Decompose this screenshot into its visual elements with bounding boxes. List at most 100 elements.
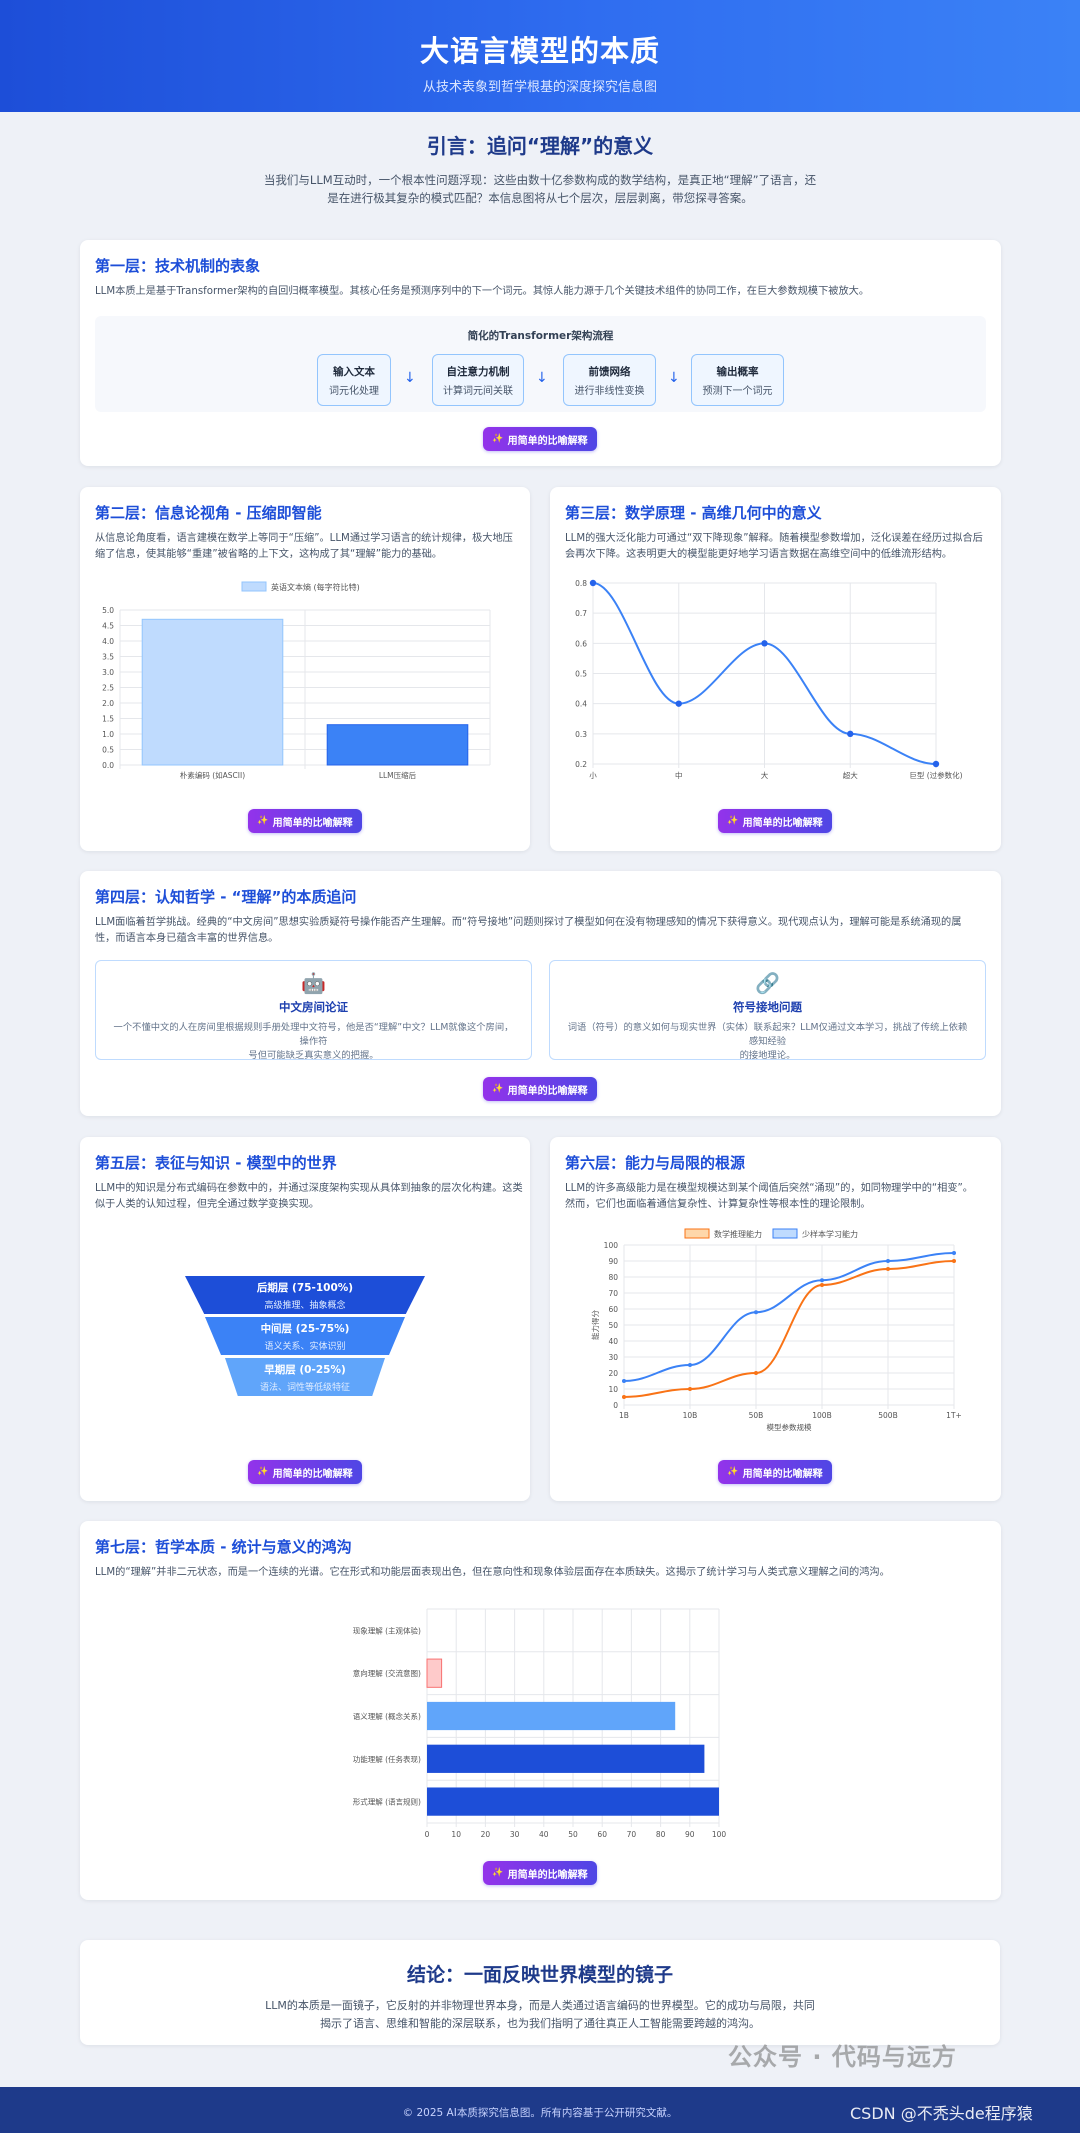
y-tick-label: 0.5 [102,746,114,755]
intro-title: 引言：追问“理解”的意义 [426,134,654,158]
flow-node-title: 输出概率 [716,365,759,378]
transformer-flow: 简化的Transformer架构流程 输入文本 词元化处理 ↓ 自注意力机制 计算词… [95,316,986,412]
data-point [688,1363,692,1367]
understanding-spectrum-chart: 0 10 20 30 40 50 60 70 80 90 100 现象理解 (主观体验) 意向理解 (交… [353,1608,726,1839]
flow-node-title: 自注意力机制 [446,365,510,378]
sparkle-icon: ✨ [492,1084,504,1094]
chinese-room-text: 一个不懂中文的人在房间里根据规则手册处理中文符号，他是否“理解”中文？LLM就像… [113,1022,514,1061]
y-tick-label: 30 [608,1353,618,1362]
layer3-title: 第三层：数学原理 - 高维几何中的意义 [565,504,822,522]
y-tick-label: 70 [608,1289,618,1298]
conclusion-title: 结论：一面反映世界模型的镜子 [406,1964,673,1986]
flow-node-sub: 进行非线性变换 [574,385,645,397]
page-title: 大语言模型的本质 [419,34,660,68]
header-banner: 大语言模型的本质 从技术表象到哲学根基的深度探究信息图 [0,0,1080,112]
data-point [622,1379,626,1383]
pyramid-late-layer: 后期层 (75-100%) 高级推理、抽象概念 [185,1276,425,1314]
data-point [754,1310,758,1315]
explain-button[interactable]: ✨ 用简单的比喻解释 [248,809,362,833]
y-tick-label: 100 [604,1241,619,1250]
y-tick-label: 10 [608,1385,618,1394]
sparkle-icon: ✨ [727,816,739,826]
x-tick-label: 70 [627,1830,637,1839]
x-tick-label: 500B [878,1411,897,1420]
y-tick-label: 90 [608,1257,618,1266]
entropy-bar-chart: 0.0 0.5 1.0 1.5 2.0 2.5 3.0 3.5 4.0 4.5 5.0 朴素编码 (如… [102,581,491,780]
x-tick-label: 20 [481,1830,491,1839]
y-tick-label: 0.0 [102,761,114,770]
data-point [589,579,597,587]
y-tick-label: 5.0 [102,606,114,615]
x-tick-label: 90 [685,1830,695,1839]
sparkle-icon: ✨ [492,1868,504,1878]
data-point [688,1387,692,1391]
y-tick-label: 0.5 [575,670,587,679]
explain-button[interactable]: ✨ 用简单的比喻解释 [718,1460,832,1484]
y-tick-label: 1.0 [102,730,114,739]
csdn-watermark: CSDN @不秃头de程序猿 [850,2104,1033,2123]
x-tick-label: 超大 [843,770,858,780]
explain-button[interactable]: ✨ 用简单的比喻解释 [248,1460,362,1484]
x-tick-label: 0 [425,1830,430,1839]
down-arrow-icon: ↓ [536,370,548,386]
y-tick-label: 40 [608,1337,618,1346]
y-tick-label: 50 [608,1321,618,1330]
bar [141,618,284,766]
layer6-title: 第六层：能力与局限的根源 [565,1154,746,1172]
y-tick-label: 0.8 [575,579,587,588]
footer-text: © 2025 AI本质探究信息图。所有内容基于公开研究文献。 [402,2107,678,2119]
x-tick-label: 10 [451,1830,461,1839]
x-tick-label: 大 [761,770,769,780]
bar [427,1701,676,1731]
symbol-grounding-card: 🔗 符号接地问题 词语（符号）的意义如何与现实世界（实体）联系起来？LLM仅通过… [549,960,986,1061]
layer3-card: 第三层：数学原理 - 高维几何中的意义 LLM的强大泛化能力可通过“双下降现象”… [550,487,1001,851]
sparkle-icon: ✨ [257,816,269,826]
layer4-title: 第四层：认知哲学 - “理解”的本质追问 [95,888,357,906]
y-tick-label: 3.0 [102,668,114,677]
explain-button[interactable]: ✨ 用简单的比喻解释 [483,1861,597,1885]
legend-swatch [241,581,267,592]
x-tick-label: 60 [597,1830,607,1839]
layer2-card: 第二层：信息论视角 - 压缩即智能 从信息论角度看，语言建模在数学上等同于“压缩… [80,487,530,851]
conclusion-text: LLM的本质是一面镜子，它反射的并非物理世界本身，而是人类通过语言编码的世界模型… [265,1999,815,2030]
explain-button[interactable]: ✨ 用简单的比喻解释 [718,809,832,833]
data-point [886,1267,890,1271]
x-tick-label: 50B [749,1411,764,1420]
footer: © 2025 AI本质探究信息图。所有内容基于公开研究文献。 [0,2087,1080,2133]
x-tick-label: 80 [656,1830,666,1839]
y-tick-label: 0 [613,1401,618,1410]
series-line [592,582,937,765]
bar [427,1787,719,1816]
intro-section: 引言：追问“理解”的意义 当我们与LLM互动时，一个根本性问题浮现：这些由数十亿… [0,130,1080,207]
legend-swatch [684,1228,710,1239]
layer7-text: LLM的“理解”并非二元状态，而是一个连续的光谱。它在形式和功能层面表现出色，但… [95,1567,890,1578]
data-point [847,730,854,738]
sparkle-icon: ✨ [257,1467,269,1477]
layer1-title: 第一层：技术机制的表象 [95,257,261,275]
link-icon: 🔗 [755,971,780,995]
y-tick-label: 1.5 [102,715,114,724]
explain-button[interactable]: ✨ 用简单的比喻解释 [483,427,597,451]
flow-node-ffn: 前馈网络 进行非线性变换 [563,354,656,406]
y-tick-label: 4.0 [102,637,114,646]
flow-node-output: 输出概率 预测下一个词元 [691,354,784,406]
x-tick-label: 1T+ [946,1411,962,1420]
data-point [886,1259,890,1263]
y-tick-label: 80 [608,1273,618,1282]
x-tick-label: 50 [568,1830,578,1839]
pyramid-middle-layer: 中间层 (25-75%) 语义关系、实体识别 [205,1317,405,1355]
data-point [820,1283,824,1287]
flow-node-input: 输入文本 词元化处理 [317,354,391,406]
intro-text: 当我们与LLM互动时，一个根本性问题浮现：这些由数十亿参数构成的数学结构，是真正… [263,173,817,205]
layer4-text: LLM面临着哲学挑战。经典的“中文房间”思想实验质疑符号操作能否产生理解。而“符… [95,917,962,944]
legend-label: 少样本学习能力 [802,1229,858,1239]
y-tick-label: 60 [608,1305,618,1314]
series-line [623,1260,955,1398]
layer5-title: 第五层：表征与知识 - 模型中的世界 [95,1154,337,1172]
explain-button[interactable]: ✨ 用简单的比喻解释 [483,1077,597,1101]
y-tick-label: 形式理解 (语言规则) [353,1797,421,1807]
layer7-card: 第七层：哲学本质 - 统计与意义的鸿沟 LLM的“理解”并非二元状态，而是一个连… [80,1521,1001,1900]
layer5-card: 第五层：表征与知识 - 模型中的世界 LLM中的知识是分布式编码在参数中的，并通… [80,1137,530,1501]
y-tick-label: 功能理解 (任务表现) [353,1754,421,1764]
legend-label: 数学推理能力 [714,1229,762,1239]
